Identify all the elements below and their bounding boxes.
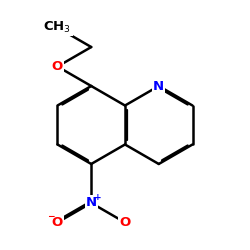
Text: O: O: [52, 60, 63, 73]
Text: +: +: [94, 192, 102, 202]
Text: −: −: [47, 212, 54, 221]
Text: CH$_3$: CH$_3$: [44, 20, 72, 35]
Text: O: O: [52, 216, 63, 229]
Text: O: O: [120, 216, 130, 229]
Text: N: N: [153, 80, 164, 92]
Text: N: N: [86, 196, 97, 209]
